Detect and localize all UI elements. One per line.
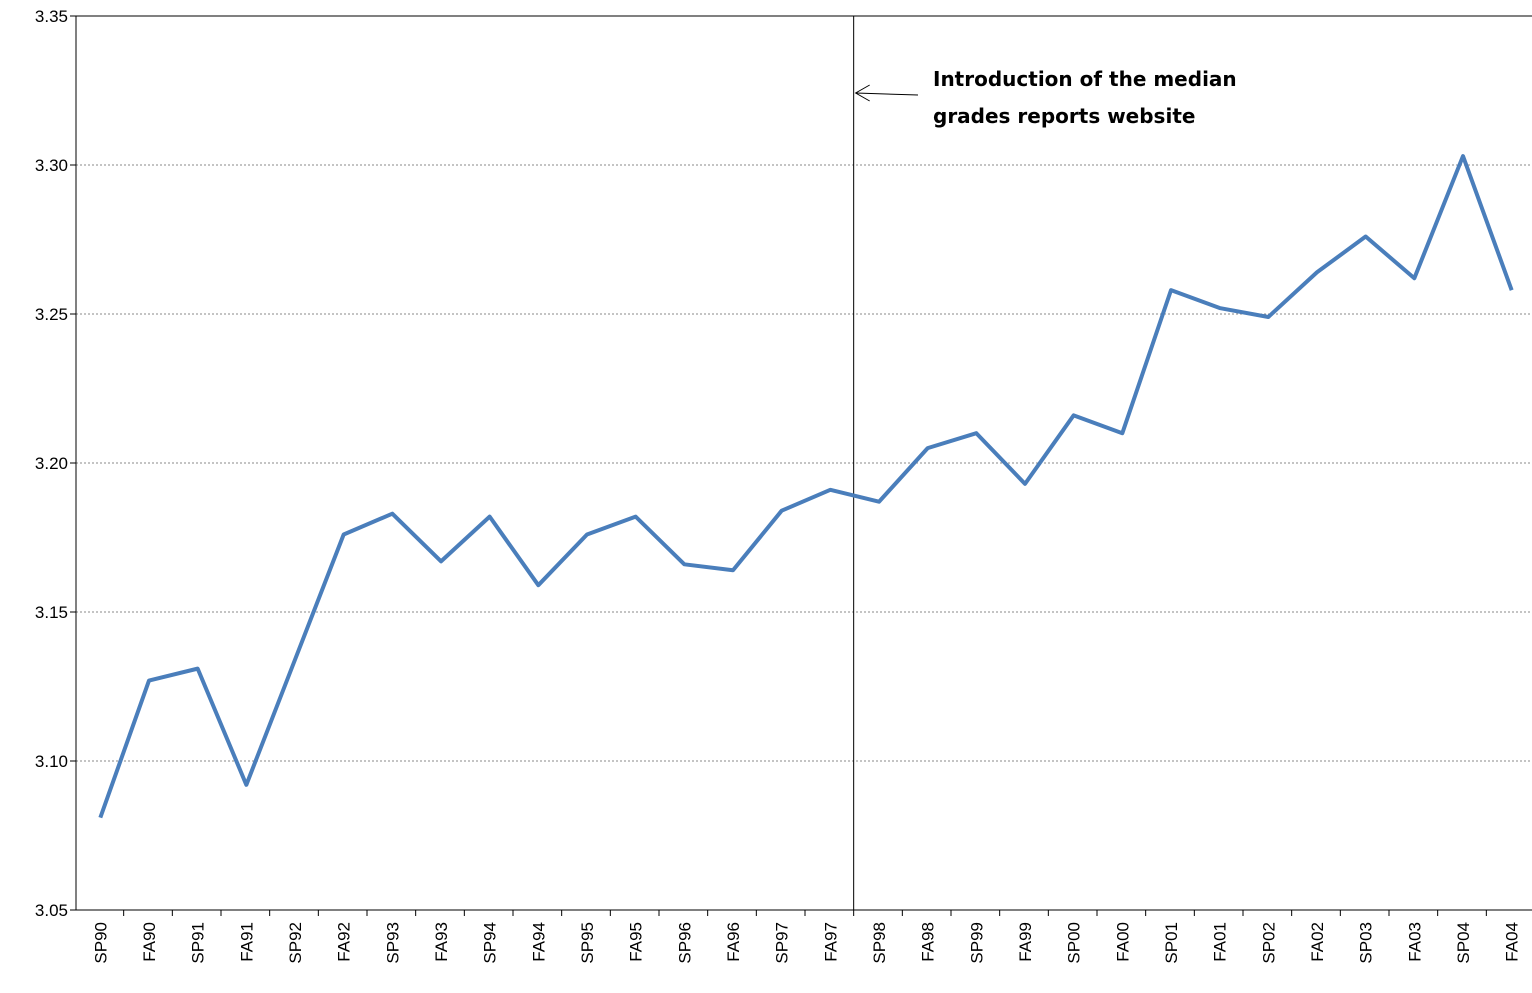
x-tick-label: FA90 xyxy=(140,922,159,962)
x-tick-label: FA96 xyxy=(724,922,743,962)
x-tick-label: SP96 xyxy=(675,922,694,964)
x-tick-label: SP99 xyxy=(967,922,986,964)
x-tick-label: FA93 xyxy=(432,922,451,962)
x-tick-label: SP01 xyxy=(1162,922,1181,964)
annotation-arrowhead xyxy=(854,84,870,102)
x-tick-label: SP93 xyxy=(383,922,402,964)
x-tick-label: SP97 xyxy=(773,922,792,964)
x-tick-label: FA95 xyxy=(627,922,646,962)
x-tick-label: SP03 xyxy=(1357,922,1376,964)
x-tick-label: FA97 xyxy=(821,922,840,962)
x-tick-label: FA02 xyxy=(1308,922,1327,962)
y-tick-label: 3.15 xyxy=(35,603,68,622)
y-tick-label: 3.10 xyxy=(35,752,68,771)
x-tick-label: FA00 xyxy=(1113,922,1132,962)
x-tick-label: FA04 xyxy=(1503,922,1522,962)
y-tick-label: 3.20 xyxy=(35,454,68,473)
x-tick-label: SP94 xyxy=(481,922,500,964)
x-tick-label: SP91 xyxy=(189,922,208,964)
annotation: Introduction of the median xyxy=(933,67,1237,91)
annotation-arrow xyxy=(855,92,919,96)
y-tick-label: 3.30 xyxy=(35,156,68,175)
x-tick-label: SP00 xyxy=(1065,922,1084,964)
y-tick-label: 3.05 xyxy=(35,901,68,920)
x-tick-label: SP92 xyxy=(286,922,305,964)
x-tick-label: SP98 xyxy=(870,922,889,964)
annotation: grades reports website xyxy=(933,104,1195,128)
x-tick-label: SP02 xyxy=(1259,922,1278,964)
y-tick-label: 3.25 xyxy=(35,305,68,324)
x-tick-label: FA94 xyxy=(529,922,548,962)
x-tick-label: SP95 xyxy=(578,922,597,964)
x-tick-label: FA99 xyxy=(1016,922,1035,962)
data-line xyxy=(98,154,1514,819)
x-tick-label: FA91 xyxy=(237,922,256,962)
x-tick-label: FA03 xyxy=(1405,922,1424,962)
x-tick-label: FA01 xyxy=(1211,922,1230,962)
y-tick-label: 3.35 xyxy=(35,7,68,26)
x-tick-label: SP04 xyxy=(1454,922,1473,964)
x-tick-label: FA98 xyxy=(919,922,938,962)
x-tick-label: FA92 xyxy=(335,922,354,962)
x-tick-label: SP90 xyxy=(91,922,110,964)
